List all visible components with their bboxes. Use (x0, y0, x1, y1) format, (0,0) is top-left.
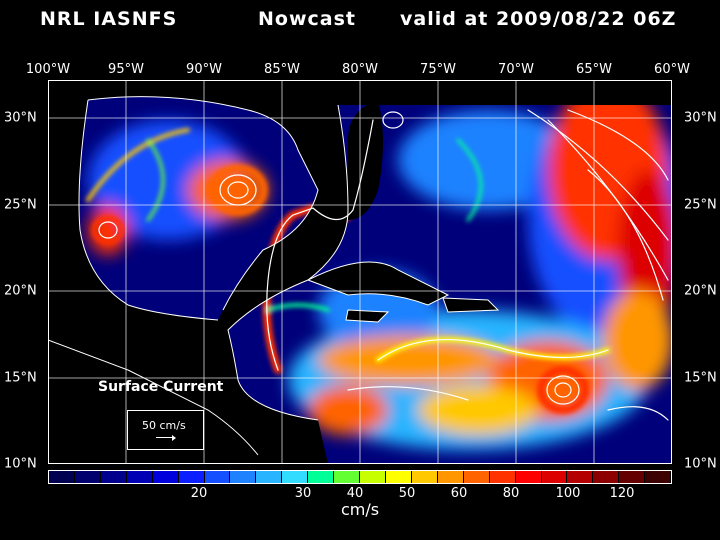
lat-label: 30°N (684, 110, 717, 126)
colorbar-swatch (178, 471, 205, 483)
colorbar-swatch (567, 471, 594, 483)
colorbar-tick: 100 (555, 486, 581, 501)
colorbar-swatch (204, 471, 231, 483)
colorbar-swatch (619, 471, 646, 483)
surface-current-label: Surface Current (98, 379, 224, 395)
colorbar-tick: 80 (502, 486, 520, 501)
lat-label: 15°N (4, 370, 37, 386)
lat-label: 25°N (4, 197, 37, 213)
colorbar-swatch (100, 471, 127, 483)
colorbar-swatch (360, 471, 386, 483)
colorbar-swatch (645, 471, 672, 483)
reference-vector-label: 50 cm/s (142, 419, 186, 432)
colorbar-tick: 20 (190, 486, 208, 501)
reference-arrow-icon (156, 435, 176, 441)
lat-lon-grid (48, 80, 672, 464)
colorbar-swatch (593, 471, 620, 483)
lat-label: 10°N (684, 456, 717, 472)
colorbar-swatch (230, 471, 257, 483)
lat-label: 25°N (684, 197, 717, 213)
colorbar-swatch (541, 471, 568, 483)
colorbar-swatch (256, 471, 283, 483)
colorbar (48, 470, 672, 484)
current-speed-map (48, 80, 672, 464)
lon-label: 85°W (264, 62, 300, 77)
colorbar-tick: 120 (609, 486, 635, 501)
map-canvas (48, 80, 672, 464)
colorbar-swatch (282, 471, 309, 483)
lon-label: 65°W (576, 62, 612, 77)
product-title: NRL IASNFS (40, 8, 178, 30)
run-type: Nowcast (258, 8, 356, 30)
lat-label: 10°N (4, 456, 37, 472)
lat-label: 30°N (4, 110, 37, 126)
colorbar-swatch (489, 471, 516, 483)
colorbar-swatch (74, 471, 101, 483)
colorbar-tick: 50 (398, 486, 416, 501)
current-vectors (98, 109, 669, 421)
colorbar-swatch (385, 471, 412, 483)
colorbar-units: cm/s (340, 500, 380, 519)
colorbar-swatch (437, 471, 464, 483)
lon-label: 80°W (342, 62, 378, 77)
lon-label: 60°W (654, 62, 690, 77)
colorbar-tick: 60 (450, 486, 468, 501)
colorbar-swatch (411, 471, 438, 483)
colorbar-tick: 40 (346, 486, 364, 501)
colorbar-swatch (49, 471, 75, 483)
lon-label: 70°W (498, 62, 534, 77)
lon-label: 100°W (25, 62, 71, 77)
coastline (48, 96, 500, 456)
colorbar-swatch (126, 471, 153, 483)
colorbar-swatch (308, 471, 335, 483)
colorbar-swatch (152, 471, 179, 483)
colorbar-tick: 30 (294, 486, 312, 501)
lon-label: 95°W (108, 62, 144, 77)
valid-time: valid at 2009/08/22 06Z (400, 8, 677, 30)
lon-label: 75°W (420, 62, 456, 77)
colorbar-swatch (515, 471, 542, 483)
reference-vector-box: 50 cm/s (127, 410, 204, 450)
colorbar-swatch (463, 471, 490, 483)
lat-label: 20°N (4, 283, 37, 299)
lat-label: 20°N (684, 283, 717, 299)
lon-label: 90°W (186, 62, 222, 77)
map-frame (48, 80, 672, 464)
lat-label: 15°N (684, 370, 717, 386)
colorbar-swatch (334, 471, 361, 483)
